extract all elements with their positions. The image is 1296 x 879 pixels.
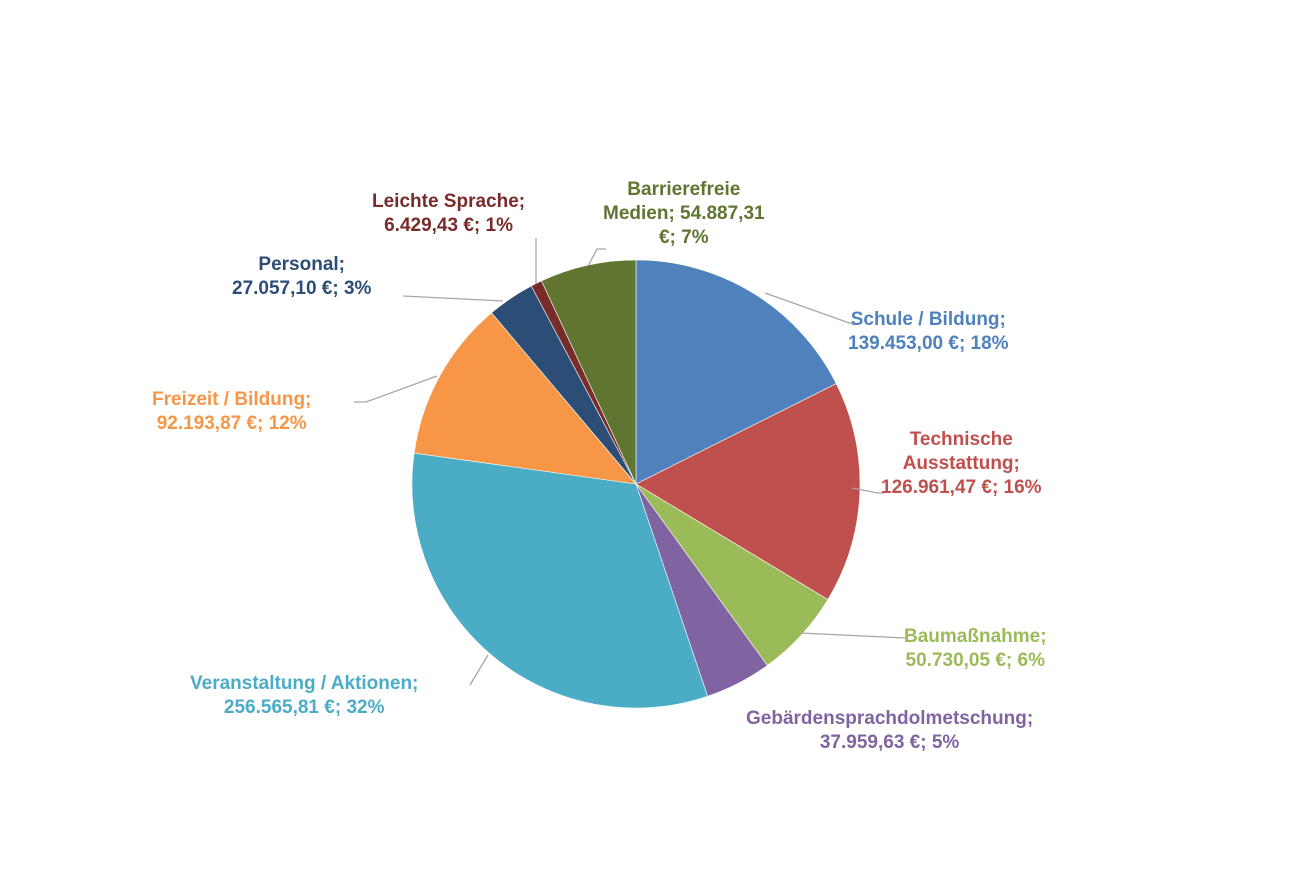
leader-line-freizeit bbox=[354, 375, 438, 403]
label-name: Barrierefreie bbox=[627, 179, 741, 200]
label-value: 6.429,43 €; 1% bbox=[384, 215, 513, 236]
pie-slice-technische-ausstattung bbox=[635, 383, 861, 600]
leader-line-veranstaltung bbox=[469, 654, 489, 686]
label-gebaerdensprachdolmetschung: Gebärdensprachdolmetschung; 37.959,63 €;… bbox=[746, 707, 1033, 755]
leader-lines bbox=[354, 238, 906, 686]
leader-line-baumassnahme bbox=[799, 632, 906, 639]
label-name: Personal; bbox=[258, 254, 346, 275]
pie-slice-schule-bildung bbox=[635, 259, 837, 485]
pie-slices bbox=[411, 259, 861, 709]
label-name: Freizeit / Bildung; bbox=[152, 389, 312, 410]
label-veranstaltung-aktionen: Veranstaltung / Aktionen; 256.565,81 €; … bbox=[190, 672, 418, 720]
label-name: Technische bbox=[909, 429, 1013, 450]
label-barrierefreie-medien: Barrierefreie Medien; 54.887,31 €; 7% bbox=[603, 178, 765, 250]
label-name: Gebärdensprachdolmetschung; bbox=[746, 708, 1034, 729]
label-name: Baumaßnahme; bbox=[904, 626, 1047, 647]
label-leichte-sprache: Leichte Sprache; 6.429,43 €; 1% bbox=[372, 190, 525, 238]
leader-line-schule bbox=[764, 292, 856, 326]
label-name: Veranstaltung / Aktionen; bbox=[190, 673, 419, 694]
label-value: 50.730,05 €; 6% bbox=[905, 650, 1045, 671]
label-value: €; 7% bbox=[658, 227, 709, 248]
label-personal: Personal; 27.057,10 €; 3% bbox=[232, 253, 371, 301]
pie-slice-freizeit-bildung bbox=[413, 312, 637, 485]
label-value: 37.959,63 €; 5% bbox=[819, 732, 960, 753]
label-schule-bildung: Schule / Bildung; 139.453,00 €; 18% bbox=[848, 308, 1009, 356]
leader-line-personal bbox=[402, 295, 504, 302]
label-name-2: Medien; 54.887,31 bbox=[603, 203, 765, 224]
leader-line-medien bbox=[587, 248, 606, 267]
label-name-2: Ausstattung; bbox=[902, 453, 1020, 474]
label-value: 139.453,00 €; 18% bbox=[848, 333, 1009, 354]
label-value: 92.193,87 €; 12% bbox=[156, 413, 307, 434]
label-baumassnahme: Baumaßnahme; 50.730,05 €; 6% bbox=[904, 625, 1047, 673]
pie-slice-barrierefreie-medien bbox=[541, 259, 637, 485]
leader-line-technische bbox=[851, 487, 884, 494]
pie-slice-veranstaltung-aktionen bbox=[411, 452, 708, 709]
label-value: 126.961,47 €; 16% bbox=[881, 477, 1042, 498]
label-name: Schule / Bildung; bbox=[850, 309, 1006, 330]
label-technische-ausstattung: Technische Ausstattung; 126.961,47 €; 16… bbox=[881, 428, 1042, 500]
label-name: Leichte Sprache; bbox=[372, 191, 526, 212]
label-value: 256.565,81 €; 32% bbox=[223, 697, 385, 718]
label-value: 27.057,10 €; 3% bbox=[232, 278, 372, 299]
label-freizeit-bildung: Freizeit / Bildung; 92.193,87 €; 12% bbox=[152, 388, 311, 436]
